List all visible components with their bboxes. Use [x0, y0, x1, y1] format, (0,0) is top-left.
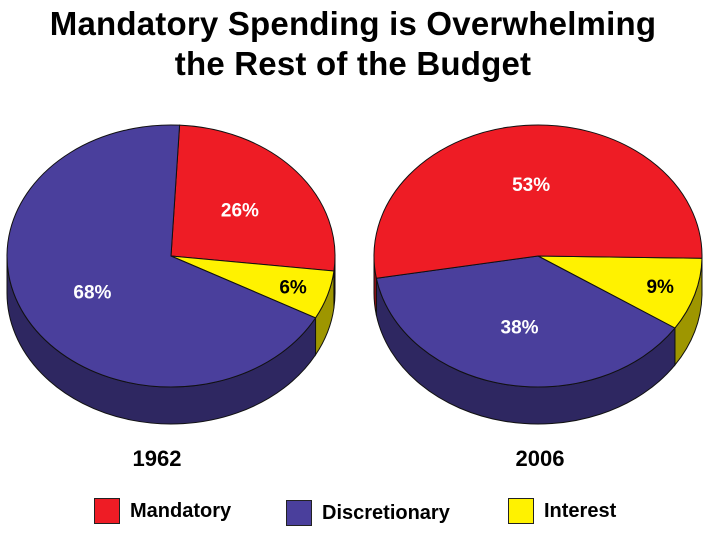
legend-item-interest: Interest [508, 498, 616, 524]
slice-label-mandatory-2006: 53% [512, 175, 550, 196]
legend-swatch-discretionary [286, 500, 312, 526]
year-label-1962: 1962 [133, 446, 182, 471]
year-label-2006: 2006 [516, 446, 565, 471]
legend-swatch-interest [508, 498, 534, 524]
legend-item-mandatory: Mandatory [94, 498, 231, 524]
pie-slice-discretionary-2006 [375, 255, 676, 388]
legend: Mandatory Discretionary Interest [0, 498, 706, 538]
slice-label-discretionary-1962: 68% [73, 282, 111, 303]
legend-swatch-mandatory [94, 498, 120, 524]
pie-2006: 9% 38% 53% 2006 [373, 124, 703, 471]
slice-label-interest-2006: 9% [646, 277, 674, 298]
pie-slice-mandatory-1962 [170, 124, 336, 272]
slice-label-interest-1962: 6% [279, 278, 307, 299]
slice-label-discretionary-2006: 38% [501, 318, 539, 339]
chart-title: Mandatory Spending is Overwhelming the R… [0, 4, 706, 84]
title-line-2: the Rest of the Budget [174, 45, 532, 82]
legend-item-discretionary: Discretionary [286, 500, 450, 526]
slice-label-mandatory-1962: 26% [221, 200, 259, 221]
legend-label-discretionary: Discretionary [322, 501, 450, 524]
pie-slice-discretionary-1962 [6, 124, 317, 388]
pie-slice-mandatory-2006 [373, 124, 703, 279]
legend-label-mandatory: Mandatory [130, 499, 232, 522]
title-line-1: Mandatory Spending is Overwhelming [49, 5, 657, 42]
pie-slice-interest-2006 [537, 255, 703, 329]
legend-label-interest: Interest [544, 499, 617, 522]
pie-1962: 26% 6% 68% 1962 [6, 124, 336, 471]
